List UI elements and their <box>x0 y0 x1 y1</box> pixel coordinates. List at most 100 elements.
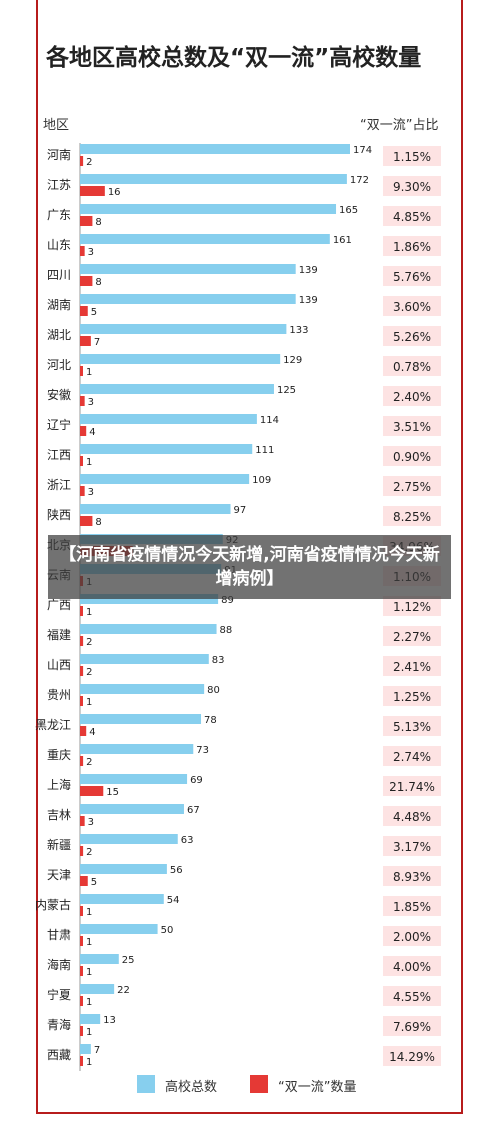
total-bar <box>80 354 281 364</box>
total-value-label: 22 <box>117 985 130 996</box>
category-label: 陕西 <box>47 507 71 522</box>
category-label: 福建 <box>47 627 71 642</box>
total-bar <box>80 684 205 694</box>
category-label: 新疆 <box>47 837 71 852</box>
total-bar <box>80 954 119 964</box>
double-bar <box>80 336 91 346</box>
total-bar <box>80 804 184 814</box>
double-bar <box>80 966 83 976</box>
category-label: 江苏 <box>47 178 71 192</box>
total-bar <box>80 144 350 154</box>
total-value-label: 13 <box>103 1015 116 1026</box>
ratio-box <box>383 446 441 466</box>
double-bar <box>80 1056 83 1066</box>
ratio-box <box>383 806 441 826</box>
total-bar <box>80 894 164 904</box>
total-value-label: 174 <box>353 145 372 156</box>
double-value-label: 3 <box>88 487 94 498</box>
total-value-label: 50 <box>161 925 174 936</box>
total-value-label: 69 <box>190 775 203 786</box>
category-label: 黑龙江 <box>35 718 71 732</box>
ratio-box <box>383 776 441 796</box>
category-label: 天津 <box>47 868 71 882</box>
ratio-box <box>383 926 441 946</box>
total-value-label: 139 <box>299 265 318 276</box>
double-bar <box>80 366 83 376</box>
ratio-column-header: “双一流”占比 <box>360 118 439 133</box>
total-bar <box>80 504 231 514</box>
total-value-label: 139 <box>299 295 318 306</box>
total-bar <box>80 324 287 334</box>
total-bar <box>80 714 202 724</box>
ratio-label: 2.74% <box>393 750 431 764</box>
total-value-label: 114 <box>260 415 279 426</box>
total-bar <box>80 864 167 874</box>
ratio-box <box>383 896 441 916</box>
category-label: 湖南 <box>47 297 71 312</box>
ratio-box <box>383 326 441 346</box>
total-value-label: 172 <box>350 175 369 186</box>
double-bar <box>80 456 83 466</box>
chart-title: 各地区高校总数及“双一流”高校数量 <box>46 45 422 71</box>
total-bar <box>80 234 330 244</box>
ratio-label: 21.74% <box>389 780 435 794</box>
category-label: 安徽 <box>47 387 71 402</box>
ratio-label: 4.00% <box>393 960 431 974</box>
ratio-box <box>383 626 441 646</box>
double-value-label: 16 <box>108 187 121 198</box>
double-bar <box>80 996 83 1006</box>
category-label: 青海 <box>47 1017 71 1032</box>
ratio-label: 3.60% <box>393 300 431 314</box>
total-value-label: 67 <box>187 805 200 816</box>
double-bar <box>80 876 88 886</box>
double-bar <box>80 816 85 826</box>
double-value-label: 5 <box>91 877 97 888</box>
ratio-label: 1.15% <box>393 150 431 164</box>
ratio-box <box>383 206 441 226</box>
double-value-label: 1 <box>86 937 92 948</box>
ratio-label: 8.93% <box>393 870 431 884</box>
ratio-label: 7.69% <box>393 1020 431 1034</box>
double-value-label: 1 <box>86 997 92 1008</box>
total-value-label: 109 <box>252 475 271 486</box>
double-value-label: 1 <box>86 367 92 378</box>
double-value-label: 1 <box>86 607 92 618</box>
ratio-box <box>383 266 441 286</box>
ratio-box <box>383 296 441 316</box>
total-bar <box>80 264 296 274</box>
category-label: 贵州 <box>47 688 71 702</box>
total-value-label: 80 <box>207 685 220 696</box>
ratio-box <box>383 506 441 526</box>
total-bar <box>80 174 347 184</box>
category-label: 河北 <box>47 358 71 372</box>
double-value-label: 2 <box>86 157 92 168</box>
ratio-box <box>383 416 441 436</box>
double-bar <box>80 936 83 946</box>
overlay-caption-text: 【河南省疫情情况今天新增,河南省疫情情况今天新增病例】 <box>59 545 440 589</box>
double-value-label: 1 <box>86 907 92 918</box>
total-bar <box>80 384 274 394</box>
total-bar <box>80 444 253 454</box>
total-value-label: 111 <box>255 445 274 456</box>
total-bar <box>80 984 115 994</box>
double-bar <box>80 666 84 676</box>
double-bar <box>80 846 84 856</box>
category-label: 广东 <box>47 208 71 222</box>
total-value-label: 7 <box>94 1045 100 1056</box>
total-value-label: 125 <box>277 385 296 396</box>
ratio-box <box>383 836 441 856</box>
legend-label-total: 高校总数 <box>165 1080 218 1095</box>
ratio-label: 5.76% <box>393 270 431 284</box>
ratio-box <box>383 356 441 376</box>
double-bar <box>80 786 104 796</box>
legend-swatch-total <box>137 1075 155 1093</box>
category-label: 河南 <box>47 147 71 162</box>
total-value-label: 78 <box>204 715 217 726</box>
total-value-label: 54 <box>167 895 180 906</box>
category-label: 重庆 <box>47 748 71 762</box>
category-label: 江西 <box>47 448 71 462</box>
ratio-label: 3.17% <box>393 840 431 854</box>
double-bar <box>80 696 83 706</box>
category-label: 广西 <box>47 598 71 612</box>
